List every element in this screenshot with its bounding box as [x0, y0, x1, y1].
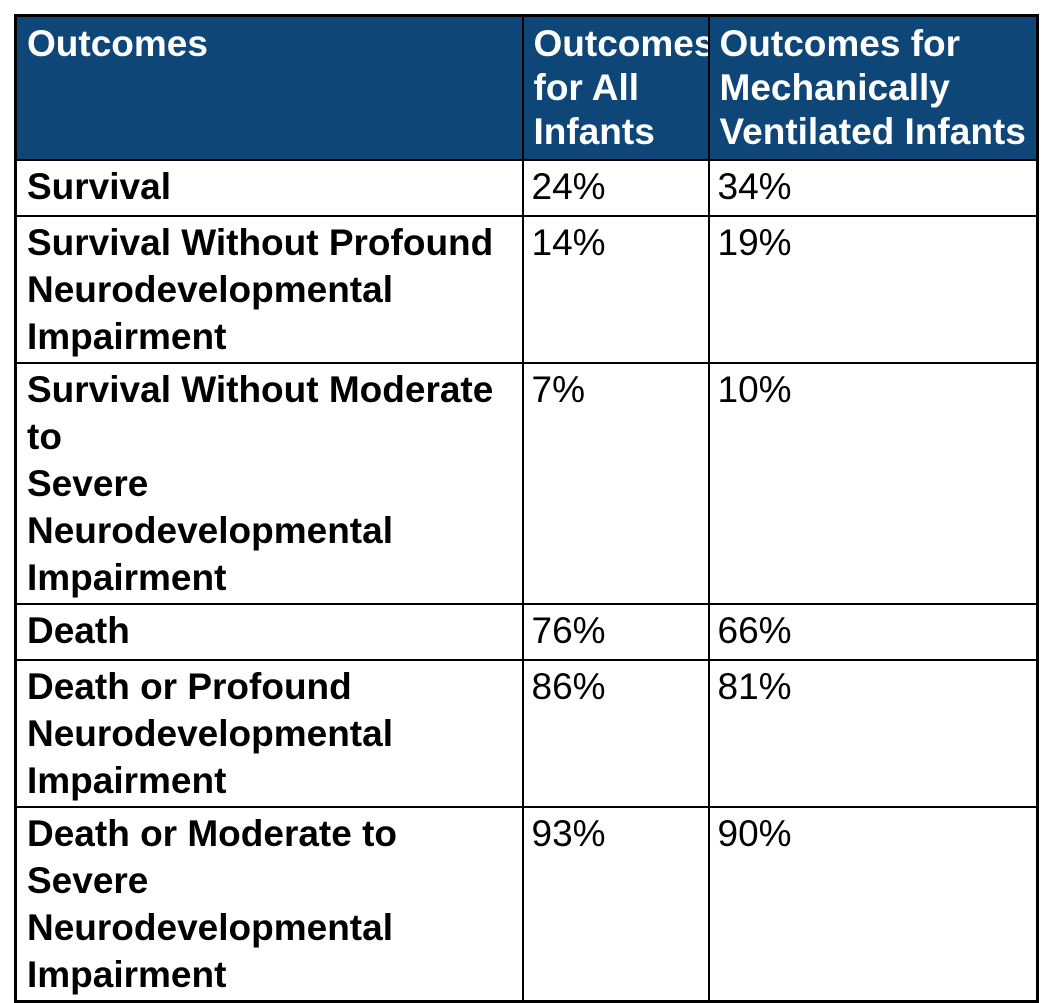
- outcome-label: Death or Profound Neurodevelopmental Imp…: [14, 659, 524, 808]
- table-row-death-or-profound-ndi: Death or Profound Neurodevelopmental Imp…: [14, 659, 1039, 808]
- outcome-label: Survival: [14, 159, 524, 217]
- outcome-label: Death: [14, 603, 524, 661]
- all-infants-value: 24%: [521, 159, 710, 217]
- column-header-outcomes: Outcomes: [14, 14, 524, 161]
- ventilated-infants-value: 34%: [707, 159, 1039, 217]
- header-row: Outcomes Outcomes for All Infants Outcom…: [14, 14, 1039, 161]
- ventilated-infants-value: 10%: [707, 362, 1039, 605]
- outcome-label: Death or Moderate to Severe Neurodevelop…: [14, 806, 524, 1003]
- table-row-death: Death 76% 66%: [14, 603, 1039, 661]
- table-row-survival-without-profound-ndi: Survival Without Profound Neurodevelopme…: [14, 215, 1039, 364]
- column-header-mechanically-ventilated: Outcomes for Mechanically Ventilated Inf…: [707, 14, 1039, 161]
- all-infants-value: 7%: [521, 362, 710, 605]
- ventilated-infants-value: 90%: [707, 806, 1039, 1003]
- table-row-survival-without-moderate-severe-ndi: Survival Without Moderate to Severe Neur…: [14, 362, 1039, 605]
- outcome-label: Survival Without Profound Neurodevelopme…: [14, 215, 524, 364]
- ventilated-infants-value: 19%: [707, 215, 1039, 364]
- outcomes-table: Outcomes Outcomes for All Infants Outcom…: [14, 14, 1039, 1003]
- all-infants-value: 93%: [521, 806, 710, 1003]
- all-infants-value: 14%: [521, 215, 710, 364]
- ventilated-infants-value: 66%: [707, 603, 1039, 661]
- all-infants-value: 76%: [521, 603, 710, 661]
- outcome-label: Survival Without Moderate to Severe Neur…: [14, 362, 524, 605]
- table-row-survival: Survival 24% 34%: [14, 159, 1039, 217]
- all-infants-value: 86%: [521, 659, 710, 808]
- table-row-death-or-moderate-severe-ndi: Death or Moderate to Severe Neurodevelop…: [14, 806, 1039, 1003]
- column-header-all-infants: Outcomes for All Infants: [521, 14, 710, 161]
- ventilated-infants-value: 81%: [707, 659, 1039, 808]
